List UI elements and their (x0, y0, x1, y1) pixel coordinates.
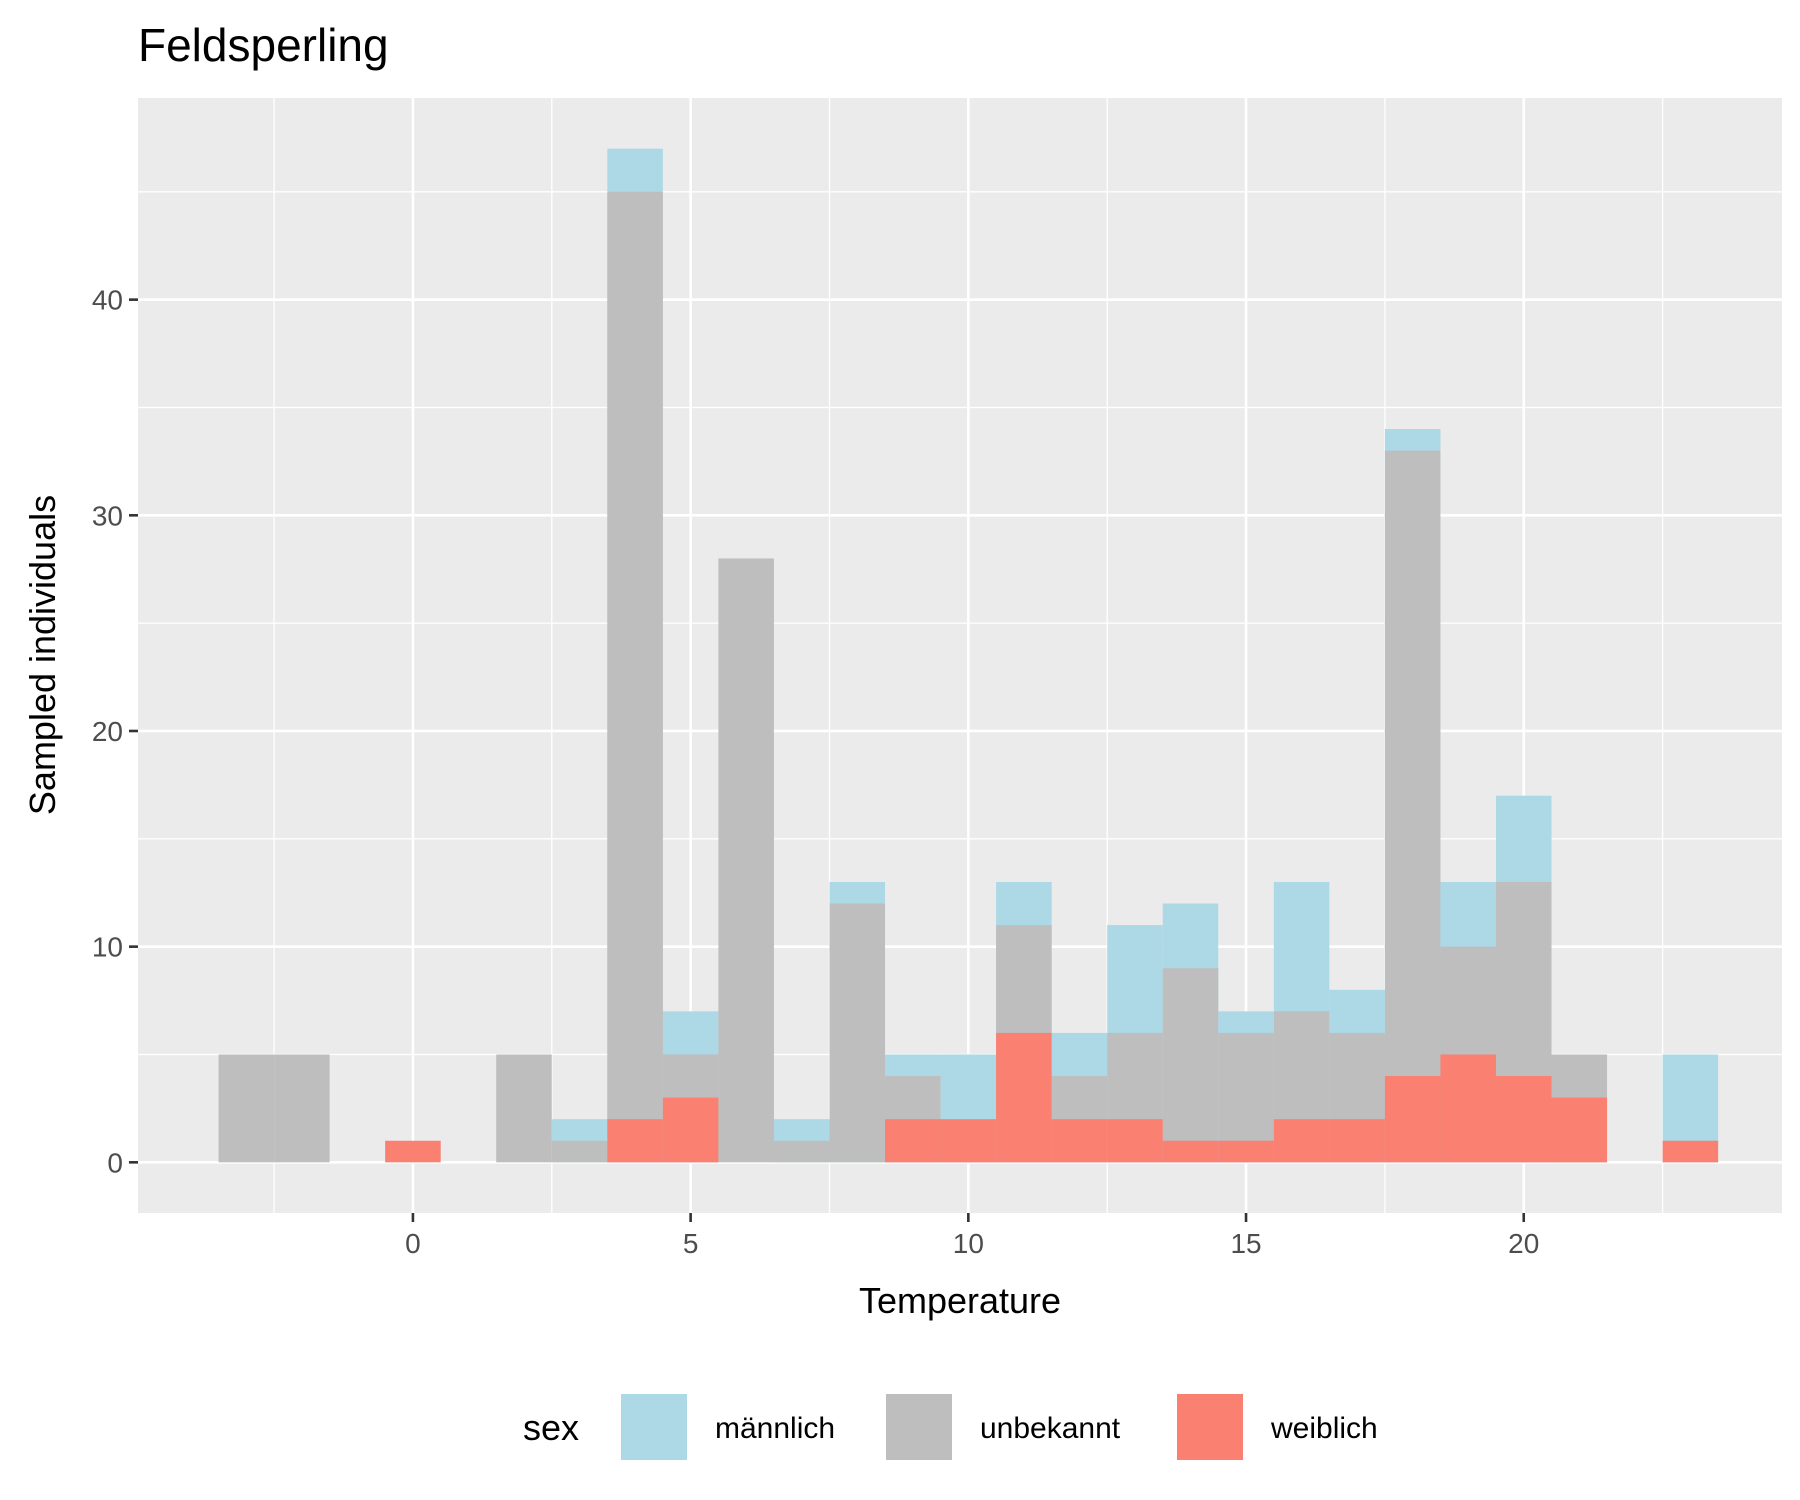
bar-weiblich (885, 1119, 941, 1163)
legend-key-m-nnlich (619, 1392, 689, 1462)
bar-weiblich (940, 1119, 997, 1163)
x-tick-label: 5 (683, 1228, 699, 1259)
bar-weiblich (662, 1097, 719, 1163)
legend-key-unbekannt (884, 1392, 954, 1462)
x-axis-title: Temperature (859, 1280, 1061, 1321)
bar-unbekannt (551, 1140, 608, 1163)
legend: sex männlich unbekannt weiblich (523, 1392, 1378, 1462)
bar-weiblich (1107, 1119, 1163, 1163)
x-axis: 0 5 10 15 20 (405, 1213, 1539, 1259)
y-axis-title: Sampled individuals (22, 495, 63, 815)
bar-unbekannt (1384, 450, 1441, 1163)
bar-unbekannt (829, 903, 886, 1163)
legend-label-m-nnlich: männlich (715, 1412, 835, 1445)
x-tick-label: 20 (1508, 1228, 1539, 1259)
bar-weiblich (996, 1032, 1052, 1163)
bar-weiblich (1162, 1140, 1219, 1163)
bar-weiblich (1329, 1119, 1385, 1163)
legend-title: sex (523, 1407, 579, 1448)
major-gridlines (138, 98, 1782, 1213)
bar-unbekannt (718, 558, 774, 1163)
bar-weiblich (1440, 1054, 1496, 1163)
bar-weiblich (1551, 1097, 1608, 1163)
bar-unbekannt (607, 191, 663, 1163)
bar-unbekannt (1162, 968, 1219, 1163)
legend-label-unbekannt: unbekannt (980, 1412, 1121, 1445)
y-tick-label: 20 (92, 716, 123, 747)
y-tick-label: 30 (92, 500, 123, 531)
x-tick-label: 0 (405, 1228, 421, 1259)
bar-unbekannt (496, 1054, 552, 1163)
legend-label-weiblich: weiblich (1270, 1412, 1378, 1445)
bar-weiblich (607, 1119, 663, 1163)
bar-weiblich (1218, 1140, 1274, 1163)
bar-unbekannt (773, 1140, 830, 1163)
chart-title: Feldsperling (138, 19, 389, 71)
x-tick-label: 10 (953, 1228, 984, 1259)
bar-weiblich (1495, 1076, 1552, 1163)
y-tick-label: 10 (92, 932, 123, 963)
bar-weiblich (1273, 1119, 1330, 1163)
bar-weiblich (1384, 1076, 1441, 1163)
bar-unbekannt (274, 1054, 330, 1163)
legend-key-weiblich (1175, 1392, 1245, 1462)
y-tick-label: 0 (107, 1147, 123, 1178)
bars-layer (218, 148, 1719, 1163)
y-axis: 0 10 20 30 40 (92, 285, 138, 1178)
bar-weiblich (385, 1140, 441, 1163)
bar-weiblich (1051, 1119, 1108, 1163)
bar-unbekannt (218, 1054, 275, 1163)
bar-weiblich (1662, 1140, 1719, 1163)
y-tick-label: 40 (92, 285, 123, 316)
x-tick-label: 15 (1230, 1228, 1261, 1259)
